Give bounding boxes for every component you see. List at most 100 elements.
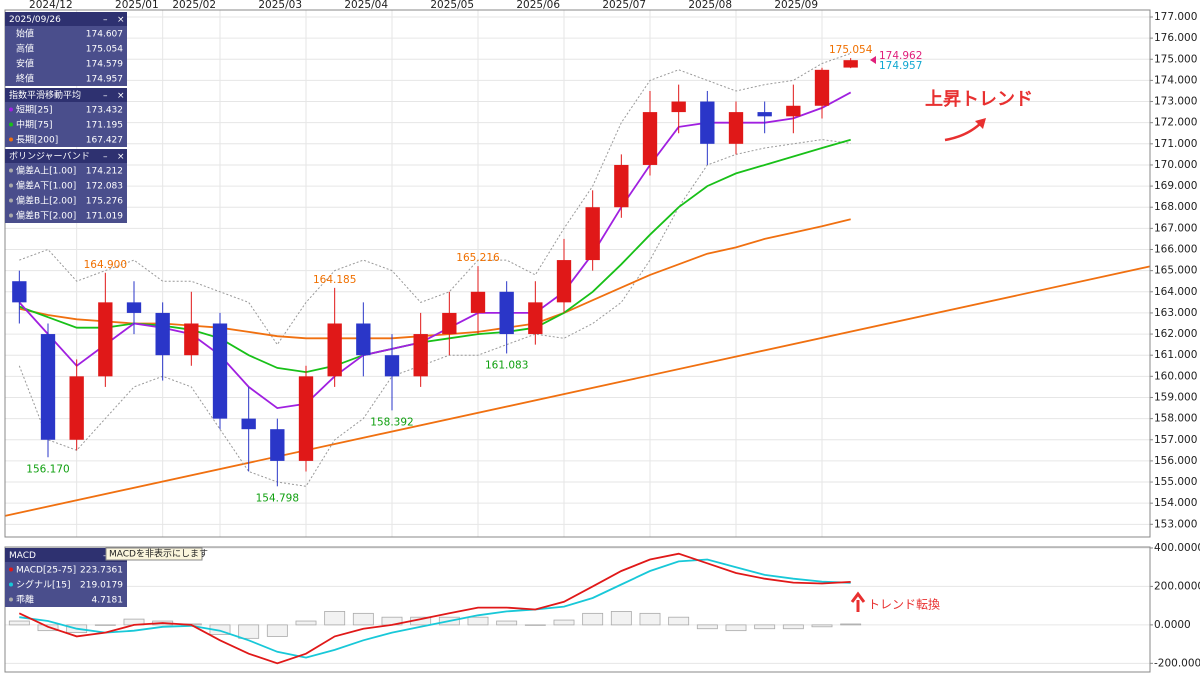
panel-row [5,102,127,117]
panel-row [5,56,127,71]
tooltip: MACDを非表示にします [109,548,208,560]
y-tick-label: 157.000 [1154,434,1197,446]
y-tick-label: 174.000 [1154,74,1197,86]
macd-line [18,552,851,665]
histogram-bar [696,624,718,630]
y-tick-label: 155.000 [1154,476,1197,488]
x-tick-label: 2024/12 [29,0,73,11]
y-tick-label: 156.000 [1154,455,1197,467]
panel-row [5,592,127,607]
x-tick-label: 2025/06 [516,0,560,11]
panel-label: 長期[200] [16,135,58,146]
histogram-bar [840,623,862,626]
histogram-bar [610,611,632,626]
panel-value: 173.432 [86,106,123,116]
panel-title: 2025/09/26 [9,15,61,25]
panel-value: 175.054 [86,45,123,55]
trend-line [4,265,1151,517]
histogram-bar [37,624,59,632]
panel-row [5,117,127,132]
panel-label: 偏差A上[1.00] [16,165,76,177]
panel-label: 終値 [16,73,34,85]
panel-value: 4.7181 [92,596,124,606]
candle-body [270,429,285,461]
price-frame [4,9,1151,538]
panel-value: 171.195 [86,121,123,131]
candle-body [413,334,428,377]
macd-frame [4,546,1151,673]
panel-header [5,88,127,102]
x-tick-label: 2025/07 [602,0,646,11]
y-tick-label: 163.000 [1154,307,1197,319]
panel-value: 174.607 [86,30,123,40]
y-tick-label: 169.000 [1154,180,1197,192]
histogram-bar [668,616,690,626]
panel-header [5,149,127,163]
candle-body [671,101,686,113]
panel-row [5,577,127,592]
histogram-bar [352,612,374,626]
x-tick-label: 2025/03 [258,0,302,11]
candle-body [12,281,27,303]
panel-header [5,12,127,26]
histogram-bar [725,624,747,632]
panel-dot [9,582,13,587]
histogram-bar [524,624,546,626]
panel-dot [9,137,13,142]
candle-body [728,112,744,144]
panel-value: 175.276 [86,197,123,207]
candle-body [327,323,342,377]
candle-body [126,302,142,313]
panel-label: 中期[75] [16,119,52,131]
y-tick-label: 160.000 [1154,370,1197,382]
panel-row [5,163,127,178]
price-annotation: 165.216 [456,252,500,264]
panel-value: 223.7361 [80,566,123,576]
panel-row [5,41,127,56]
histogram-bar [324,611,346,626]
panel-row [5,208,127,223]
histogram-bar [496,620,518,626]
panel-value: 171.019 [86,212,123,222]
histogram-bar [754,624,776,630]
bollinger-band [18,139,851,487]
candle-body [184,323,199,356]
candle-body [470,291,486,313]
panel-control: × [117,15,125,25]
panel-title: ボリンジャーバンド [9,151,90,162]
last-price-label: 174.957 [879,60,922,72]
trend-arrow-head [975,118,986,129]
panel-label: 偏差B下[2.00] [16,210,76,222]
candle-body [556,260,572,303]
turn-note: トレンド転換 [868,598,940,612]
panel-label: 偏差A下[1.00] [16,180,76,192]
panel-label: 安値 [16,58,34,70]
panel-label: MACD[25-75] [16,566,76,576]
price-annotation: 175.054 [829,44,873,56]
macd-line [19,558,851,659]
panel-row [5,132,127,147]
data-layer: 164.900 156.170 154.798 164.185 158.392 165.2… [4,44,1151,665]
candle-body [585,207,600,261]
y-tick-label: 166.000 [1154,244,1197,256]
panel-label: 乖離 [16,594,34,606]
price-annotation: 161.083 [485,359,528,371]
y-tick-label: 153.000 [1154,518,1197,530]
y-tick-label: -200.0000 [1154,657,1200,669]
candle-body [843,60,858,68]
candle-body [69,376,84,440]
panel-label: 始値 [16,28,34,40]
x-tick-label: 2025/01 [115,0,159,11]
y-tick-label: 0.0000 [1154,619,1191,631]
y-tick-label: 154.000 [1154,497,1197,509]
x-tick-label: 2025/04 [344,0,388,11]
panel-value: 174.579 [86,60,123,70]
candle-body [241,418,256,430]
y-tick-label: 168.000 [1154,201,1197,213]
panel-label: シグナル[15] [16,579,70,591]
panel-title: 指数平滑移動平均 [9,89,81,101]
panel-control: – [103,15,108,25]
panel-label: 短期[25] [16,104,52,116]
